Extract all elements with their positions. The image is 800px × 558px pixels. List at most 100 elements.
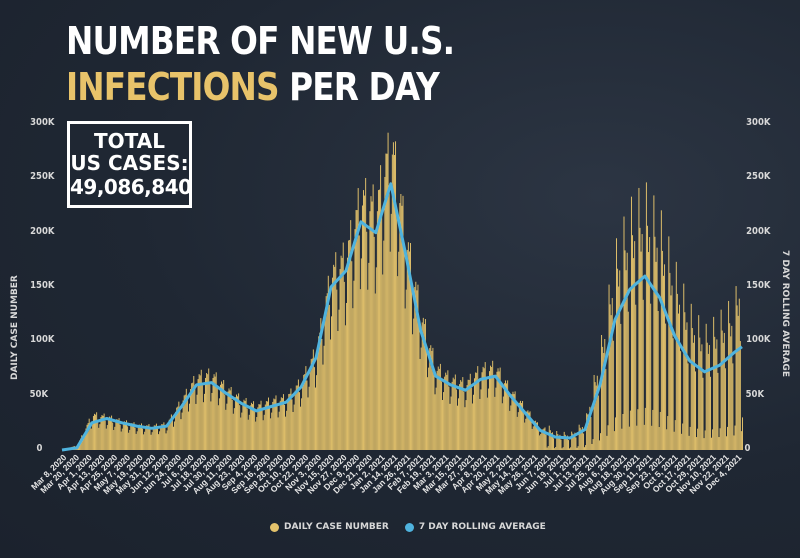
bar [539,435,541,450]
bar [239,405,241,450]
bar [620,323,622,450]
legend-label-average: 7 DAY ROLLING AVERAGE [418,522,546,532]
bar [163,422,165,450]
bar [290,388,292,450]
bar [381,216,383,450]
title-line-1: NUMBER OF NEW U.S. [66,19,455,63]
y-tick-label-right: 50K [745,388,765,400]
bar [595,385,597,450]
bar [376,211,378,450]
bar [138,424,140,450]
bar [543,428,545,450]
bar [495,387,497,450]
bar [155,423,157,450]
y-tick-label-right: 100K [746,334,771,346]
bar [312,349,314,450]
bar [580,429,582,450]
bar [268,397,269,450]
bar [321,338,323,450]
title-line-2: INFECTIONS PER DAY [66,64,454,110]
bar [91,423,93,450]
bar [634,241,636,450]
bar [516,416,518,450]
bar [416,290,418,450]
bar [180,419,182,450]
bar [171,419,173,450]
bar [164,427,166,450]
bar [275,395,277,450]
bar [511,394,513,450]
bar [445,372,447,450]
bar [159,431,161,450]
bar [147,425,149,450]
y-tick-label-left: 100K [30,334,55,346]
bar [282,394,284,450]
bar [196,394,198,450]
bar [162,424,164,450]
bar [255,421,257,450]
bar [218,398,220,450]
bar [611,298,613,450]
bar [693,335,695,450]
bar [677,313,679,450]
bar [108,416,110,450]
bar [176,407,178,450]
bar [266,401,268,450]
bar [263,414,265,450]
bar [141,423,142,450]
bar [531,428,533,450]
bar [187,411,189,450]
bar [476,372,478,450]
bar [642,299,644,450]
bar [569,448,571,450]
bar [202,402,204,450]
bar [240,417,242,450]
bar [672,338,674,450]
bar [417,284,419,450]
bar [512,391,514,450]
bar [380,165,382,450]
bar [477,366,479,450]
bar [303,374,305,450]
bar [458,398,459,450]
bar [437,366,439,450]
bar [99,424,101,450]
bar [472,394,474,450]
bar [313,367,315,450]
bar [707,353,709,450]
bar [105,428,107,450]
bar [714,336,716,450]
bar [675,261,677,450]
bar [682,423,684,450]
bar [104,420,106,450]
bar [683,283,685,450]
bar [364,195,366,450]
bar [397,276,399,450]
bar [734,425,736,450]
bar [318,336,320,450]
legend-dot-daily [270,522,279,532]
bar [470,387,472,450]
bar [170,414,172,450]
legend-item-daily: DAILY CASE NUMBER [270,522,389,532]
bar [442,400,443,450]
bar [198,374,200,450]
bar [570,447,572,450]
bar [375,267,377,450]
bar [191,383,193,450]
bar [384,176,386,450]
bar [487,388,489,450]
bar [178,401,180,450]
bar [276,405,278,450]
bar [341,257,343,450]
bar [610,315,612,450]
bar [700,351,702,450]
bar [371,201,373,450]
bar [383,240,385,450]
bar [270,418,272,450]
bar [545,434,547,450]
bar [228,388,230,450]
bar [338,309,340,450]
bar [122,422,124,450]
